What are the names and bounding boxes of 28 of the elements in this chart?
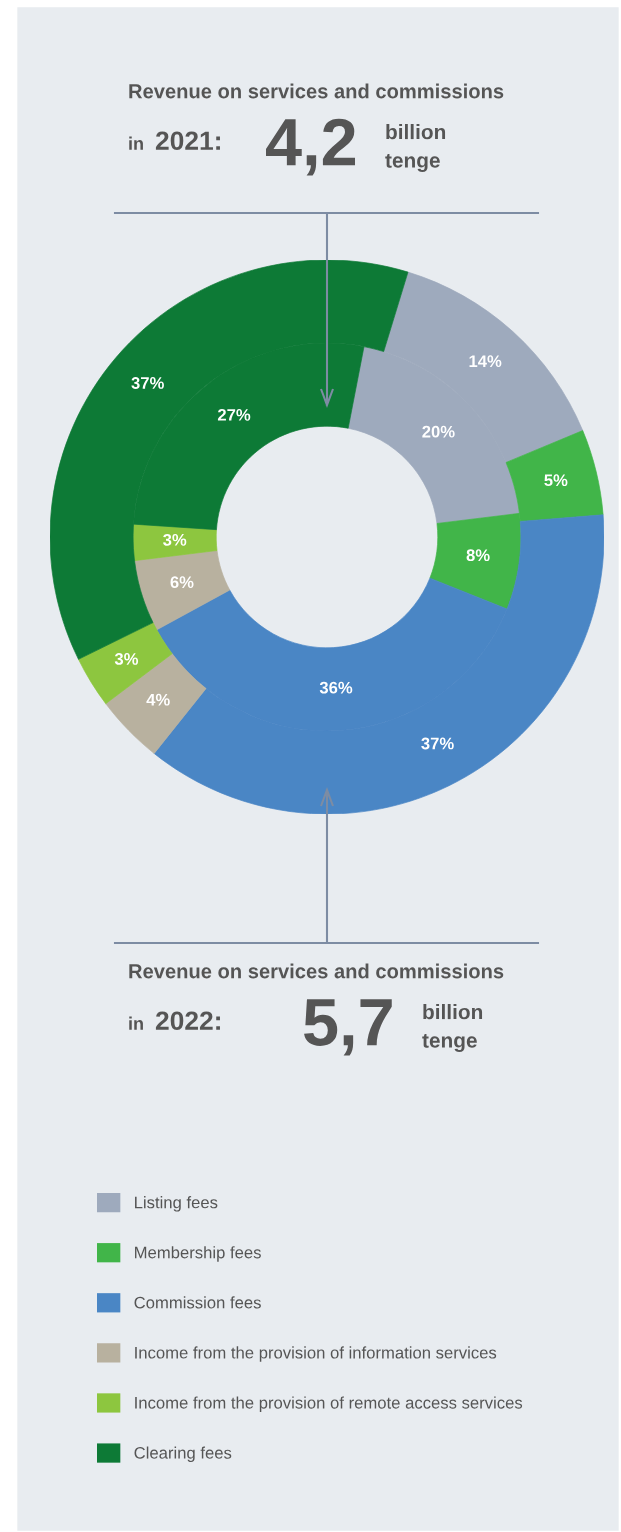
legend-label: Membership fees: [135, 1246, 261, 1262]
text: billion tenge: [385, 124, 446, 172]
data-label: 36%: [319, 681, 353, 694]
text: in: [129, 136, 143, 150]
text: 2021:: [155, 131, 220, 151]
data-label: 20%: [422, 425, 455, 438]
text: Revenue on services and commissions: [129, 83, 504, 99]
text: billion tenge: [422, 1004, 483, 1052]
data-label: 6%: [170, 576, 194, 589]
legend-label: Income from the provision of information services: [135, 1346, 497, 1362]
data-label: 3%: [163, 533, 187, 546]
text: 5,7: [304, 999, 392, 1056]
data-label: 14%: [469, 355, 502, 368]
legend-label: Income from the provision of remote access services: [135, 1396, 523, 1412]
data-label: 37%: [421, 737, 454, 750]
text: 2022:: [155, 1011, 220, 1031]
legend-label: Commission fees: [134, 1296, 261, 1309]
legend-label: Listing fees: [135, 1196, 218, 1212]
data-label: 4%: [146, 693, 170, 706]
data-label: 8%: [466, 549, 490, 562]
data-label: 27%: [217, 408, 251, 421]
data-label: 37%: [131, 377, 164, 389]
text: in: [129, 1016, 143, 1030]
data-label: 5%: [544, 474, 568, 487]
data-label: 3%: [114, 653, 139, 665]
text: 4,2: [266, 118, 356, 176]
text: Revenue on services and commissions: [129, 963, 504, 979]
legend-label: Clearing fees: [134, 1446, 232, 1463]
